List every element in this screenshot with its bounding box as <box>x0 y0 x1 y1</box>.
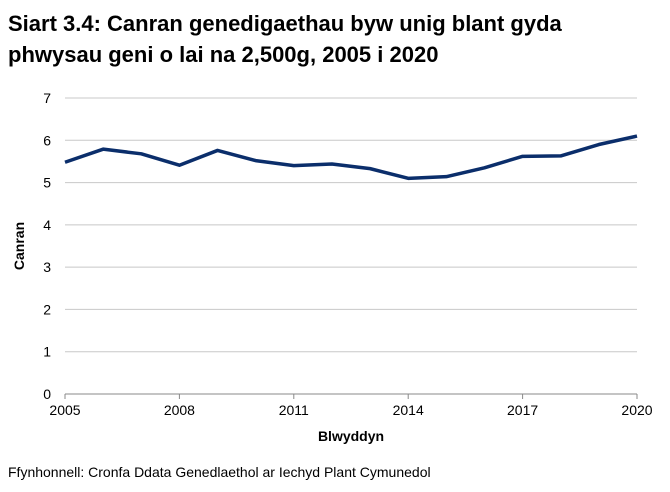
chart-title: Siart 3.4: Canran genedigaethau byw unig… <box>8 11 562 67</box>
y-tick-label: 7 <box>43 90 51 106</box>
y-tick-label: 3 <box>43 259 51 275</box>
x-tick-label: 2020 <box>621 402 652 418</box>
x-tick-label: 2008 <box>164 402 195 418</box>
series-line <box>64 134 638 181</box>
x-tick-label: 2011 <box>279 402 309 418</box>
x-tick-label: 2005 <box>49 402 80 418</box>
x-axis-label: Blwyddyn <box>318 428 384 444</box>
x-tick-label: 2014 <box>393 402 424 418</box>
y-tick-label: 2 <box>43 301 51 317</box>
y-axis-label: Canran <box>11 222 27 270</box>
y-tick-label: 0 <box>43 386 51 402</box>
source-note: Ffynhonnell: Cronfa Ddata Genedlaethol a… <box>8 464 431 480</box>
y-tick-label: 5 <box>43 175 51 191</box>
y-tick-label: 4 <box>43 217 51 233</box>
y-tick-label: 6 <box>43 132 51 148</box>
y-tick-label: 1 <box>43 344 51 360</box>
x-tick-label: 2017 <box>507 402 538 418</box>
